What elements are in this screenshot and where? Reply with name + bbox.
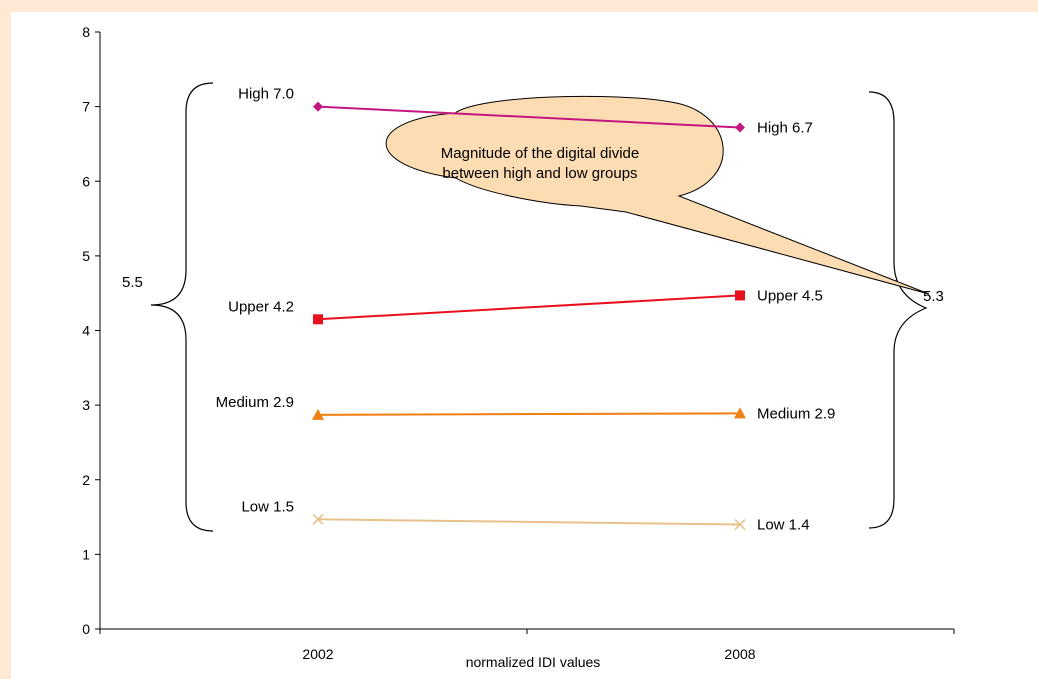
gap-label-2002: 5.5 xyxy=(122,274,143,291)
marker-upper-2002 xyxy=(313,314,323,325)
y-tick-label-6: 6 xyxy=(82,173,90,189)
series-high: High 7.0 High 6.7 xyxy=(238,86,813,137)
marker-high-2002 xyxy=(313,101,323,112)
data-label-high-2002: High 7.0 xyxy=(238,86,294,103)
data-label-low-2008: Low 1.4 xyxy=(757,517,810,534)
y-tick-label-0: 0 xyxy=(82,621,90,637)
data-label-medium-2002: Medium 2.9 xyxy=(216,394,294,411)
marker-medium-2002 xyxy=(312,408,324,420)
right-range-brace xyxy=(868,91,928,529)
data-label-upper-2008: Upper 4.5 xyxy=(757,287,823,304)
series-line-low xyxy=(317,518,741,526)
marker-medium-2008 xyxy=(734,407,746,419)
callout-bubble: Magnitude of the digital divide between … xyxy=(385,95,930,295)
left-range-brace xyxy=(150,82,214,532)
data-label-high-2008: High 6.7 xyxy=(757,120,813,137)
callout-shape xyxy=(385,95,930,295)
y-tick-label-7: 7 xyxy=(82,99,90,115)
y-tick-label-4: 4 xyxy=(82,323,90,339)
y-tick-label-1: 1 xyxy=(82,546,90,562)
x-tick-label-2008: 2008 xyxy=(724,646,755,662)
callout-text-line-2: between high and low groups xyxy=(442,165,637,182)
marker-high-2008 xyxy=(735,122,745,133)
chart-panel: 0 1 2 3 4 5 6 7 8 2002 2008 Magnitude of the digit… xyxy=(11,12,1038,679)
marker-low-2008 xyxy=(734,518,746,531)
data-label-upper-2002: Upper 4.2 xyxy=(228,298,294,315)
series-low: Low 1.5 Low 1.4 xyxy=(241,498,809,533)
x-axis-title: normalized IDI values xyxy=(466,654,601,670)
series-line-medium xyxy=(317,412,741,416)
chart-axes: 0 1 2 3 4 5 6 7 8 2002 2008 xyxy=(82,24,955,662)
callout-text-line-1: Magnitude of the digital divide xyxy=(441,145,639,162)
series-line-upper xyxy=(317,294,741,321)
y-tick-label-2: 2 xyxy=(82,472,90,488)
series-line-high xyxy=(317,105,741,129)
series-upper: Upper 4.2 Upper 4.5 xyxy=(228,287,823,325)
range-brackets xyxy=(150,82,928,532)
marker-upper-2008 xyxy=(735,290,745,301)
data-label-medium-2008: Medium 2.9 xyxy=(757,405,835,422)
marker-low-2002-b xyxy=(312,513,324,525)
x-tick-label-2002: 2002 xyxy=(302,646,333,662)
data-label-low-2002: Low 1.5 xyxy=(241,498,294,515)
marker-low-2002 xyxy=(312,513,324,525)
y-tick-label-8: 8 xyxy=(82,24,90,40)
line-chart: 0 1 2 3 4 5 6 7 8 2002 2008 Magnitude of the digit… xyxy=(82,24,955,670)
y-tick-label-3: 3 xyxy=(82,397,90,413)
series-layer: High 7.0 High 6.7 Upper 4.2 Upper 4.5 Medium… xyxy=(216,86,836,534)
gap-label-2008: 5.3 xyxy=(923,288,944,305)
series-medium: Medium 2.9 Medium 2.9 xyxy=(216,394,836,423)
y-tick-label-5: 5 xyxy=(82,248,90,264)
marker-low-2008-b xyxy=(734,518,746,531)
